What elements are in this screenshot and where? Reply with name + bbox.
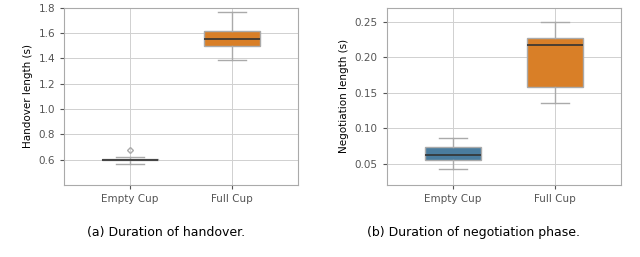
PathPatch shape xyxy=(102,159,158,160)
PathPatch shape xyxy=(204,31,260,46)
Text: (b) Duration of negotiation phase.: (b) Duration of negotiation phase. xyxy=(367,226,580,240)
Y-axis label: Handover length (s): Handover length (s) xyxy=(23,44,33,148)
PathPatch shape xyxy=(425,148,481,160)
PathPatch shape xyxy=(527,38,582,87)
Text: (a) Duration of handover.: (a) Duration of handover. xyxy=(87,226,246,240)
Y-axis label: Negotiation length (s): Negotiation length (s) xyxy=(339,39,349,153)
